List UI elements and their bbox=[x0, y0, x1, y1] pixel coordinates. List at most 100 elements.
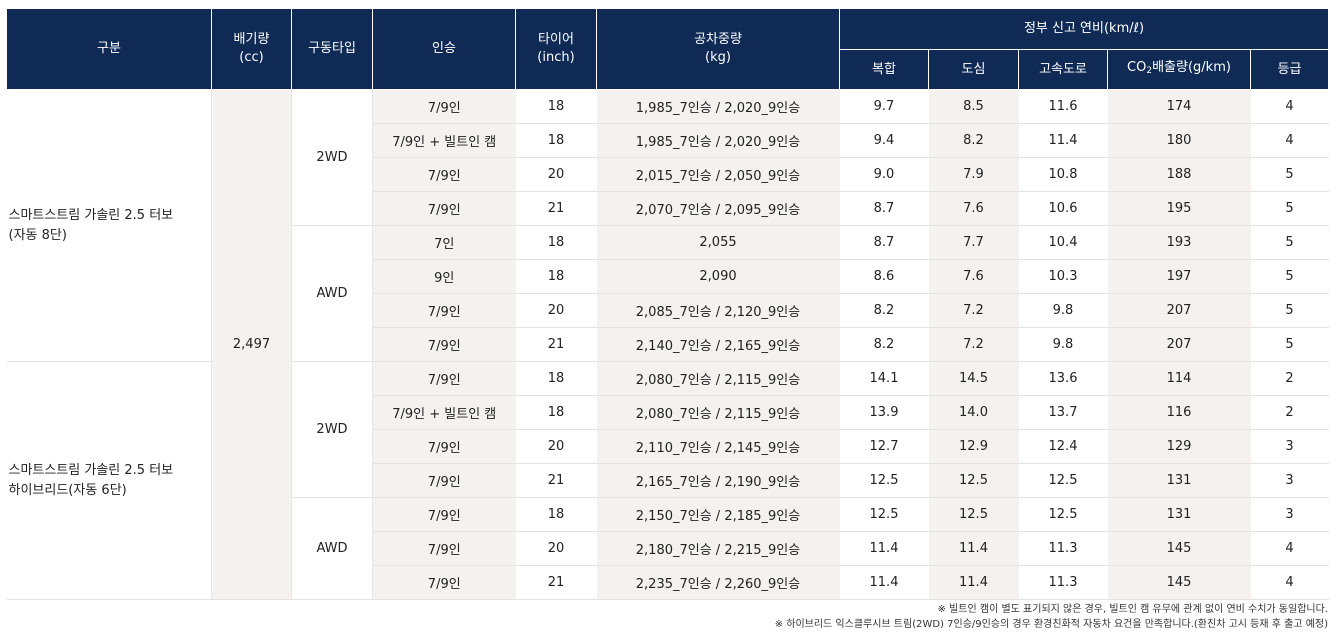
curb-weight-cell: 1,985_7인승 / 2,020_9인승 bbox=[596, 123, 840, 158]
tire-cell: 18 bbox=[515, 89, 597, 124]
table-row: 7/9인 20 2,015_7인승 / 2,050_9인승 9.0 7.9 10.8 188… bbox=[7, 157, 1329, 192]
grade-cell: 5 bbox=[1250, 157, 1329, 192]
curb-weight-cell: 2,090 bbox=[596, 259, 840, 294]
combined-cell: 12.7 bbox=[839, 429, 929, 464]
category-name: 스마트스트림 가솔린 2.5 터보 bbox=[8, 207, 174, 223]
curb-weight-cell: 2,015_7인승 / 2,050_9인승 bbox=[596, 157, 840, 192]
co2-cell: 131 bbox=[1107, 463, 1251, 498]
grade-cell: 4 bbox=[1250, 531, 1329, 566]
curb-weight-cell: 2,080_7인승 / 2,115_9인승 bbox=[596, 361, 840, 396]
curb-weight-cell: 2,080_7인승 / 2,115_9인승 bbox=[596, 395, 840, 430]
co2-cell: 180 bbox=[1107, 123, 1251, 158]
combined-cell: 9.7 bbox=[839, 89, 929, 124]
urban-cell: 7.7 bbox=[928, 225, 1019, 260]
urban-cell: 7.2 bbox=[928, 327, 1019, 362]
co2-cell: 114 bbox=[1107, 361, 1251, 396]
co2-cell: 129 bbox=[1107, 429, 1251, 464]
table-row: 7/9인 + 빌트인 캠 18 2,080_7인승 / 2,115_9인승 13.9 1… bbox=[7, 395, 1329, 430]
table-row: AWD 7/9인 18 2,150_7인승 / 2,185_9인승 12.5 12.5 12… bbox=[7, 497, 1329, 600]
footnote: ※ 하이브리드 익스클루시브 트림(2WD) 7인승/9인승의 경우 환경친화적… bbox=[774, 619, 1328, 630]
tire-cell: 18 bbox=[515, 259, 597, 294]
combined-cell: 8.2 bbox=[839, 293, 929, 328]
highway-cell: 12.5 bbox=[1018, 497, 1108, 532]
co2-cell: 197 bbox=[1107, 259, 1251, 294]
table-row: AWD 7인 18 2,055 8.7 7.7 10.4 193 5 bbox=[7, 225, 1329, 362]
highway-cell: 10.3 bbox=[1018, 259, 1108, 294]
tire-cell: 20 bbox=[515, 157, 597, 192]
urban-cell: 12.9 bbox=[928, 429, 1019, 464]
header-combined: 복합 bbox=[839, 49, 929, 90]
highway-cell: 11.4 bbox=[1018, 123, 1108, 158]
table-row: 7/9인 20 2,110_7인승 / 2,145_9인승 12.7 12.9 12.4 1… bbox=[7, 429, 1329, 464]
table-row: 스마트스트림 가솔린 2.5 터보 (자동 8단) 2,497 2WD 7/9인 18 1,… bbox=[6, 89, 1329, 600]
header-displacement: 배기량 (cc) bbox=[211, 8, 292, 90]
combined-cell: 12.5 bbox=[839, 463, 929, 498]
curb-weight-cell: 2,085_7인승 / 2,120_9인승 bbox=[596, 293, 840, 328]
highway-cell: 12.4 bbox=[1018, 429, 1108, 464]
grade-cell: 5 bbox=[1250, 293, 1329, 328]
combined-cell: 11.4 bbox=[839, 565, 929, 600]
seating-cell: 7/9인 + 빌트인 캠 bbox=[372, 395, 516, 430]
urban-cell: 7.6 bbox=[928, 259, 1019, 294]
urban-cell: 7.2 bbox=[928, 293, 1019, 328]
co2-cell: 116 bbox=[1107, 395, 1251, 430]
combined-cell: 8.7 bbox=[839, 191, 929, 226]
category-transmission: (자동 8단) bbox=[8, 227, 67, 243]
header-fuel-economy-group: 정부 신고 연비(km/ℓ) bbox=[838, 8, 1330, 50]
curb-weight-cell: 2,165_7인승 / 2,190_9인승 bbox=[596, 463, 840, 498]
table-row: 7/9인 21 2,165_7인승 / 2,190_9인승 12.5 12.5 12.5 1… bbox=[7, 463, 1329, 498]
tire-cell: 20 bbox=[515, 531, 597, 566]
highway-cell: 10.6 bbox=[1018, 191, 1108, 226]
urban-cell: 12.5 bbox=[928, 497, 1019, 532]
category-cell: 스마트스트림 가솔린 2.5 터보 (자동 8단) bbox=[6, 89, 212, 362]
curb-weight-cell: 2,055 bbox=[596, 225, 840, 260]
table-row: 7/9인 20 2,085_7인승 / 2,120_9인승 8.2 7.2 9.8 207 5 bbox=[7, 293, 1329, 328]
header-urban: 도심 bbox=[928, 49, 1019, 90]
combined-cell: 11.4 bbox=[839, 531, 929, 566]
highway-cell: 12.5 bbox=[1018, 463, 1108, 498]
seating-cell: 7/9인 bbox=[372, 191, 516, 226]
footnotes: ※ 빌트인 캠이 별도 표기되지 않은 경우, 빌트인 캠 유무에 관계 없이 … bbox=[775, 602, 1328, 632]
combined-cell: 14.1 bbox=[839, 361, 929, 396]
combined-cell: 9.4 bbox=[839, 123, 929, 158]
table-row: 7/9인 + 빌트인 캠 18 1,985_7인승 / 2,020_9인승 9.4 8.… bbox=[7, 123, 1329, 158]
curb-weight-cell: 2,150_7인승 / 2,185_9인승 bbox=[596, 497, 840, 532]
header-tire: 타이어 (inch) bbox=[515, 8, 597, 90]
co2-cell: 207 bbox=[1107, 327, 1251, 362]
seating-cell: 7인 bbox=[372, 225, 516, 260]
curb-weight-cell: 1,985_7인승 / 2,020_9인승 bbox=[596, 89, 840, 124]
seating-cell: 7/9인 bbox=[372, 565, 516, 600]
co2-cell: 145 bbox=[1107, 565, 1251, 600]
highway-cell: 10.8 bbox=[1018, 157, 1108, 192]
header-grade: 등급 bbox=[1249, 49, 1330, 90]
grade-cell: 3 bbox=[1250, 497, 1329, 532]
co2-cell: 195 bbox=[1107, 191, 1251, 226]
curb-weight-cell: 2,070_7인승 / 2,095_9인승 bbox=[596, 191, 840, 226]
urban-cell: 14.5 bbox=[928, 361, 1019, 396]
grade-cell: 4 bbox=[1250, 565, 1329, 600]
urban-cell: 7.9 bbox=[928, 157, 1019, 192]
grade-cell: 2 bbox=[1250, 395, 1329, 430]
grade-cell: 3 bbox=[1250, 429, 1329, 464]
grade-cell: 2 bbox=[1250, 361, 1329, 396]
category-transmission: 하이브리드(자동 6단) bbox=[8, 482, 127, 498]
grade-cell: 3 bbox=[1250, 463, 1329, 498]
combined-cell: 9.0 bbox=[839, 157, 929, 192]
table-row: 7/9인 21 2,235_7인승 / 2,260_9인승 11.4 11.4 11.3 1… bbox=[7, 565, 1329, 600]
highway-cell: 13.6 bbox=[1018, 361, 1108, 396]
highway-cell: 9.8 bbox=[1018, 327, 1108, 362]
urban-cell: 11.4 bbox=[928, 565, 1019, 600]
category-cell: 스마트스트림 가솔린 2.5 터보 하이브리드(자동 6단) bbox=[6, 361, 212, 600]
urban-cell: 7.6 bbox=[928, 191, 1019, 226]
curb-weight-cell: 2,180_7인승 / 2,215_9인승 bbox=[596, 531, 840, 566]
tire-cell: 21 bbox=[515, 565, 597, 600]
tire-cell: 20 bbox=[515, 293, 597, 328]
tire-cell: 20 bbox=[515, 429, 597, 464]
drive-type-cell: AWD bbox=[291, 497, 373, 600]
highway-cell: 9.8 bbox=[1018, 293, 1108, 328]
urban-cell: 11.4 bbox=[928, 531, 1019, 566]
combined-cell: 8.7 bbox=[839, 225, 929, 260]
tire-cell: 21 bbox=[515, 327, 597, 362]
displacement-cell: 2,497 bbox=[211, 89, 292, 600]
grade-cell: 5 bbox=[1250, 327, 1329, 362]
